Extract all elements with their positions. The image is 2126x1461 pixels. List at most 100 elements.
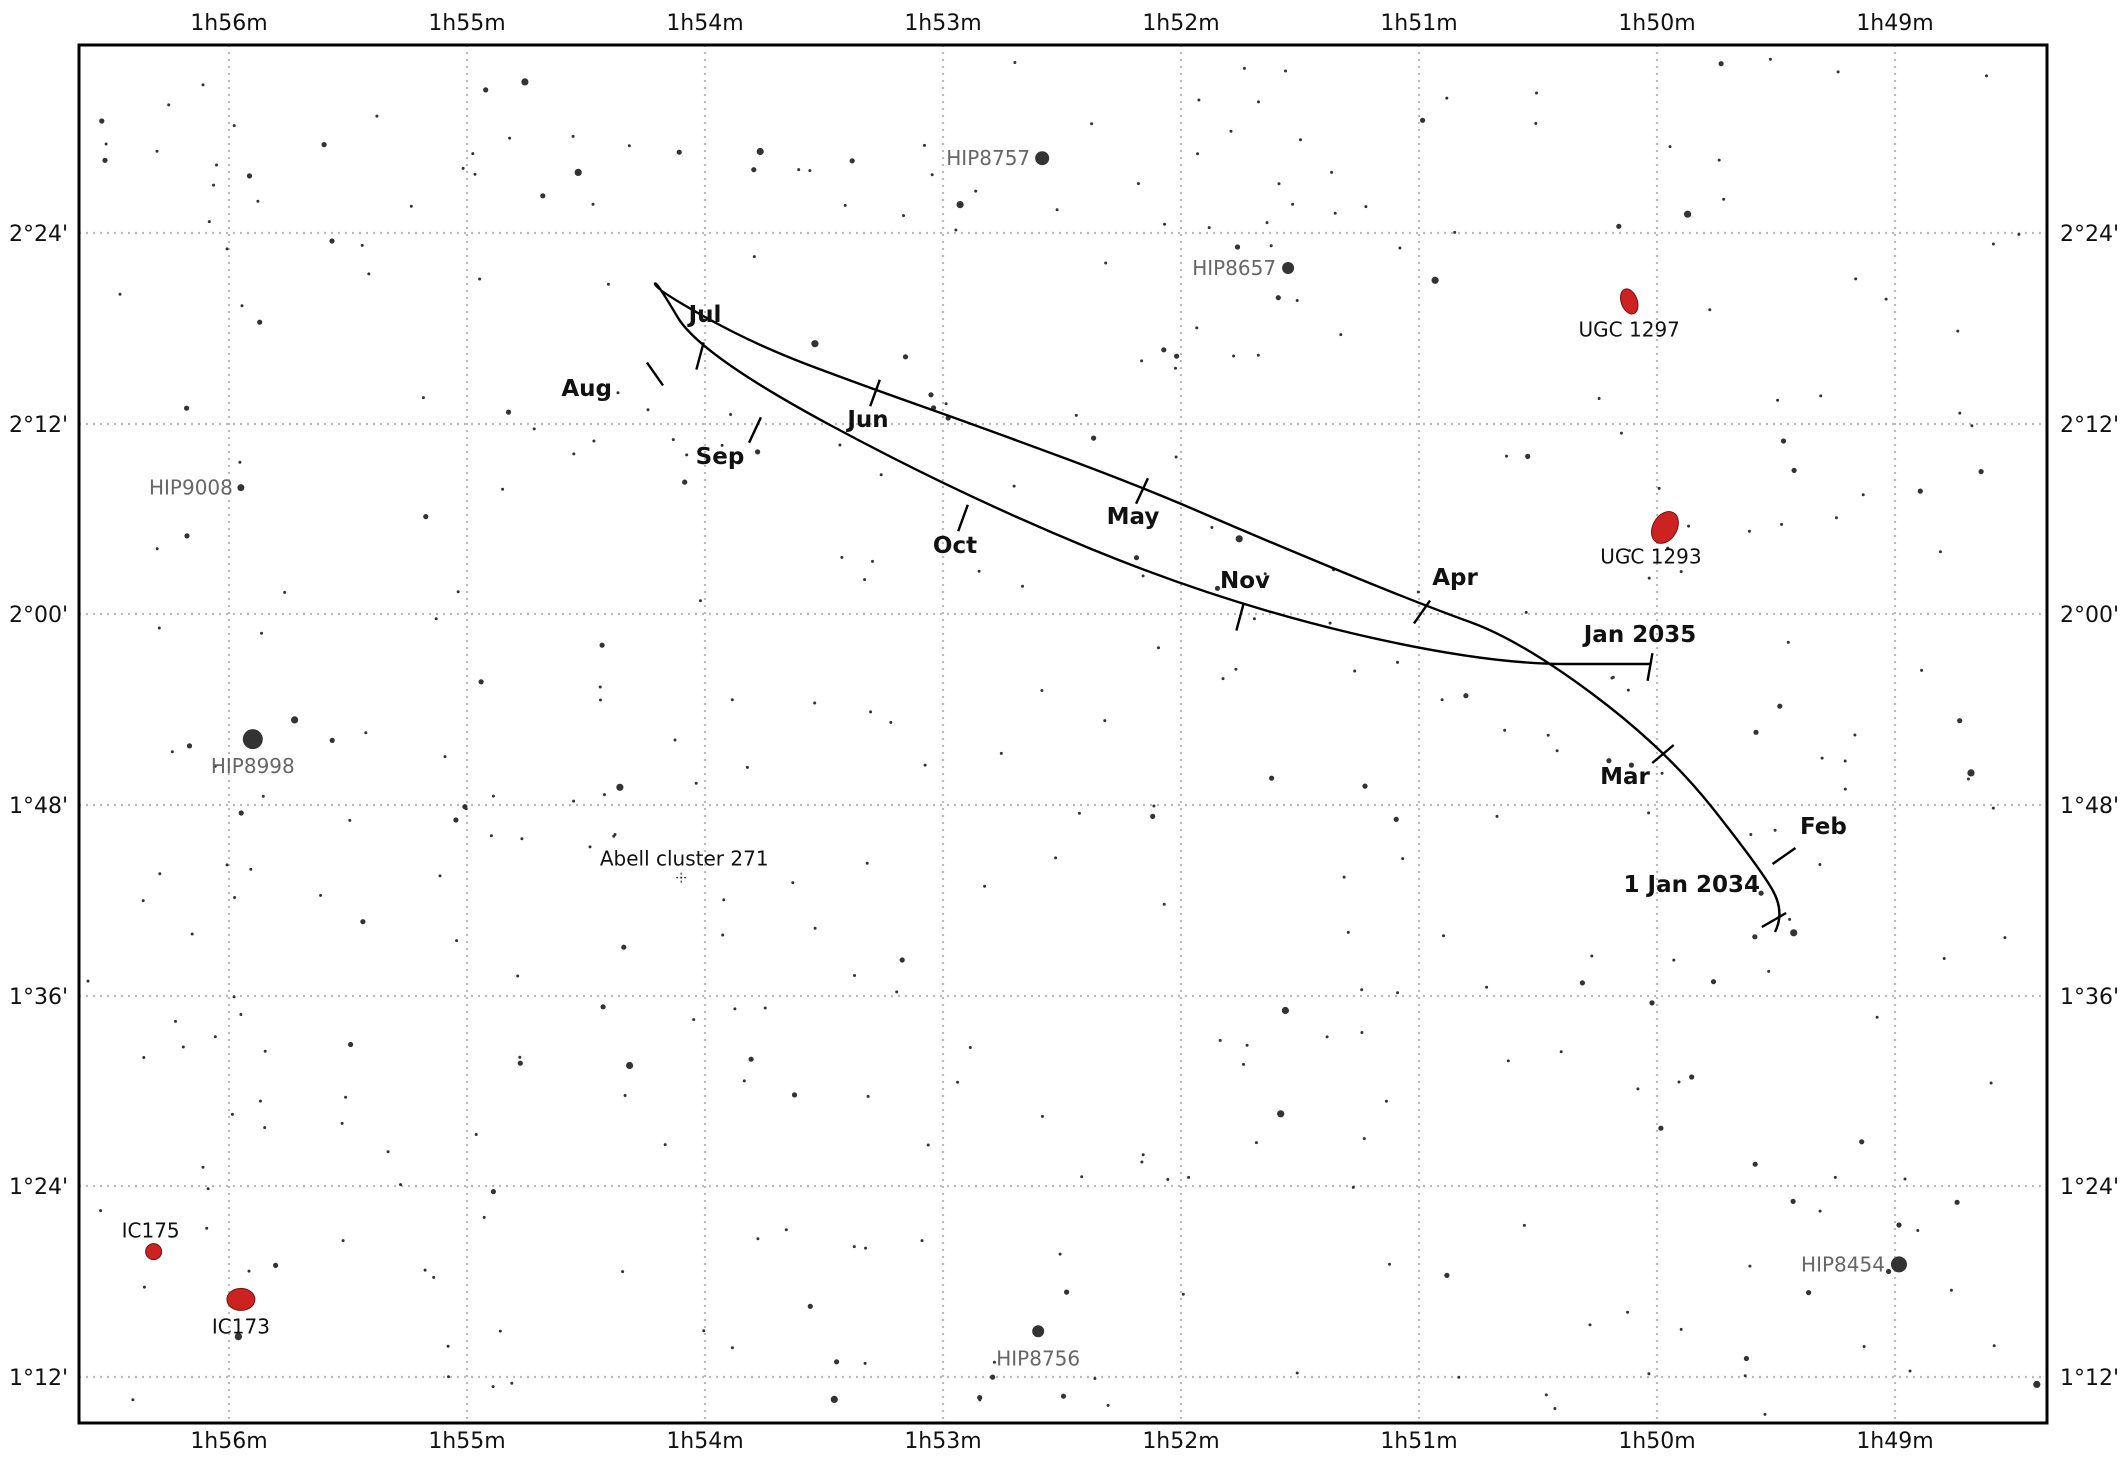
field-star [866, 1094, 870, 1098]
field-star [864, 1246, 868, 1250]
ra-tick-label-top: 1h52m [1142, 11, 1219, 36]
star-label: HIP8998 [211, 754, 295, 778]
field-star [720, 443, 724, 447]
field-star [455, 939, 459, 943]
field-star [813, 926, 817, 930]
field-star [1752, 1161, 1758, 1167]
field-star [190, 932, 194, 936]
field-star [974, 189, 978, 193]
field-star [571, 134, 575, 138]
grid-lines [79, 45, 2047, 1423]
field-star [478, 277, 482, 281]
field-star [1257, 100, 1260, 104]
field-star [992, 1360, 996, 1364]
field-star [1991, 806, 1995, 810]
ra-tick-label-top: 1h53m [904, 11, 981, 36]
field-star [1506, 1059, 1510, 1063]
field-star [230, 1112, 234, 1116]
field-star [1748, 1264, 1752, 1268]
field-star [1221, 677, 1225, 681]
field-star [1677, 1080, 1681, 1084]
field-star [698, 599, 702, 603]
field-star [1717, 158, 1721, 162]
field-star [1544, 1393, 1548, 1397]
field-star [348, 1041, 354, 1048]
field-star [1908, 1369, 1912, 1373]
field-star [646, 408, 650, 412]
date-tick [1651, 744, 1675, 764]
field-star [983, 884, 987, 888]
field-star [733, 1007, 737, 1011]
date-label: Sep [696, 444, 745, 470]
ra-tick-label-bottom: 1h56m [190, 1429, 267, 1454]
chart-frame [77, 43, 2049, 1425]
field-star [1660, 771, 1664, 775]
dec-tick-label-right: 2°24' [2060, 222, 2119, 247]
field-star [186, 743, 193, 749]
field-star [474, 1133, 478, 1136]
field-star [99, 1209, 103, 1213]
field-star [755, 449, 761, 455]
field-star [999, 751, 1003, 755]
named-star [1890, 1256, 1907, 1273]
field-star [1525, 453, 1531, 459]
field-star [181, 1045, 185, 1049]
field-star [508, 136, 512, 140]
field-star [1776, 398, 1780, 402]
field-star [1077, 811, 1081, 815]
galaxy-marker [145, 1243, 163, 1261]
field-star [1758, 890, 1764, 896]
field-star [1353, 669, 1357, 673]
dec-tick-label-right: 1°24' [2060, 1175, 2119, 1200]
named-star [1032, 1325, 1045, 1338]
field-star [238, 460, 242, 464]
field-star [1360, 1031, 1364, 1034]
dec-tick-label-right: 1°12' [2060, 1366, 2119, 1391]
field-star [944, 402, 948, 406]
field-star [283, 590, 287, 594]
field-star [1090, 122, 1094, 126]
field-star [1853, 733, 1857, 737]
axis-tick-labels: 1h56m 1h56m 1h55m 1h55m 1h54m 1h54m 1h53m 1h53m… [9, 11, 2119, 1454]
field-star [1588, 1323, 1592, 1327]
field-star [421, 396, 425, 400]
field-star [1747, 529, 1751, 533]
field-star [751, 167, 757, 173]
date-tick [1412, 599, 1432, 625]
field-star [852, 1245, 856, 1249]
field-star [1649, 1000, 1655, 1006]
dec-tick-label-left: 2°00' [9, 603, 68, 628]
field-star [1790, 1198, 1796, 1204]
field-star [682, 479, 688, 485]
field-star [1133, 555, 1140, 561]
field-star [1141, 1153, 1145, 1157]
field-star [1364, 205, 1368, 209]
field-star [1284, 69, 1287, 73]
field-star [1606, 758, 1612, 764]
field-star [752, 255, 756, 259]
field-star [340, 1121, 344, 1125]
field-star [956, 1080, 960, 1084]
field-star [446, 1344, 450, 1348]
field-star [1859, 1139, 1865, 1145]
field-star [1103, 719, 1107, 723]
field-star [1966, 777, 1970, 781]
field-star [1453, 230, 1457, 234]
ra-tick-label-bottom: 1h54m [666, 1429, 743, 1454]
field-star [1559, 1050, 1563, 1054]
field-star [1722, 197, 1726, 201]
field-star [1786, 640, 1790, 644]
field-star [1647, 811, 1651, 815]
field-star [438, 874, 442, 878]
field-star [1485, 985, 1489, 989]
field-star [1861, 493, 1865, 497]
ra-tick-label-bottom: 1h51m [1380, 1429, 1457, 1454]
field-star [1862, 1345, 1866, 1348]
field-star [1619, 431, 1623, 435]
field-star [1957, 718, 1963, 724]
field-star [206, 1187, 210, 1191]
field-star [1958, 411, 1962, 415]
field-star [1636, 1087, 1640, 1091]
field-star [1152, 804, 1156, 808]
field-star [1553, 1407, 1557, 1410]
